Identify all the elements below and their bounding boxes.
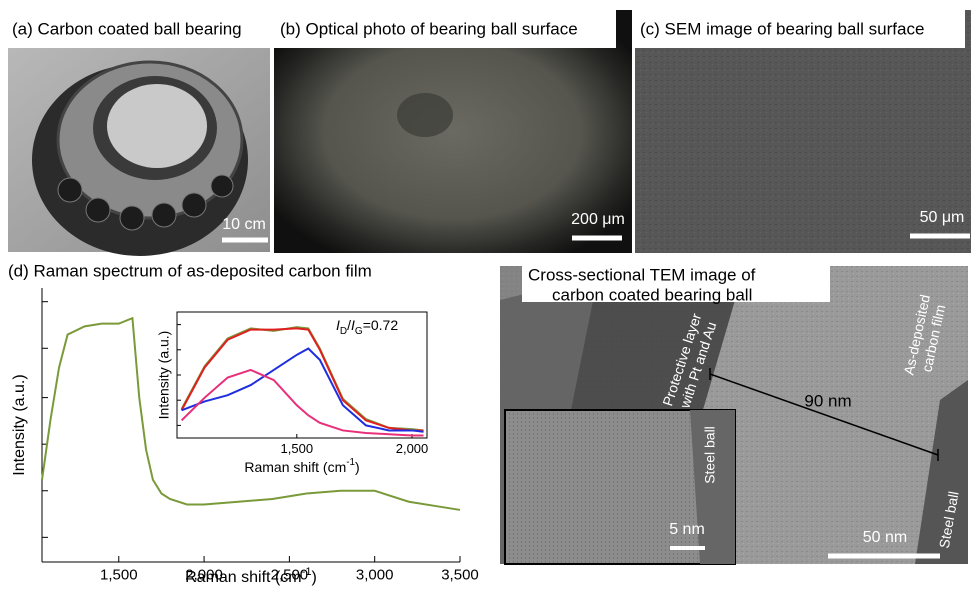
- panel-b: (b) Optical photo of bearing ball surfac…: [274, 10, 632, 253]
- label-part: -1: [346, 457, 355, 468]
- page: (a) Carbon coated ball bearing 10 cm (b)…: [0, 0, 977, 595]
- figure: (a) Carbon coated ball bearing 10 cm (b)…: [0, 0, 977, 590]
- scale-bar-label: 200 μm: [571, 211, 625, 228]
- label-part: Raman shift (cm: [185, 569, 301, 586]
- panel-e: Cross-sectional TEM image of carbon coat…: [500, 265, 968, 564]
- label-part: ): [312, 569, 317, 586]
- dark-spot: [397, 93, 453, 137]
- annotation-part: D: [340, 326, 347, 337]
- scale-bar-label: 50 nm: [863, 529, 907, 546]
- scale-bar-label: 10 cm: [222, 216, 266, 233]
- axis-label: Intensity (a.u.): [156, 331, 172, 420]
- bearing-hole: [107, 84, 207, 168]
- thickness-label: 90 nm: [804, 391, 851, 410]
- panel-c: (c) SEM image of bearing ball surface 50…: [635, 10, 971, 253]
- axis-label: Intensity (a.u.): [11, 374, 28, 475]
- panel-title: carbon coated bearing ball: [552, 285, 752, 304]
- label-part: Raman shift (cm: [244, 459, 346, 475]
- x-tick-label: 3,000: [356, 566, 394, 583]
- panel-a: (a) Carbon coated ball bearing 10 cm: [8, 10, 270, 256]
- chart-title: (d) Raman spectrum of as-deposited carbo…: [8, 261, 372, 280]
- scale-bar-label: 50 μm: [920, 209, 965, 226]
- x-tick-label: 2,000: [396, 441, 429, 456]
- x-tick-label: 1,500: [100, 566, 138, 583]
- annotation-part: =0.72: [363, 317, 399, 333]
- panel-title: (c) SEM image of bearing ball surface: [640, 19, 924, 38]
- x-tick-label: 1,500: [281, 441, 314, 456]
- axis-label: Raman shift (cm-1): [244, 457, 359, 475]
- panel-title: (b) Optical photo of bearing ball surfac…: [280, 19, 578, 38]
- label: Steel ball: [702, 426, 718, 484]
- label-part: ): [355, 459, 360, 475]
- panel-d: (d) Raman spectrum of as-deposited carbo…: [8, 261, 372, 280]
- scale-bar-label: 5 nm: [669, 521, 705, 538]
- panel-title: Cross-sectional TEM image of: [528, 265, 756, 284]
- label-part: -1: [302, 566, 312, 578]
- panel-title: (a) Carbon coated ball bearing: [12, 19, 242, 38]
- axis-label: Raman shift (cm-1): [185, 566, 317, 586]
- x-tick-label: 3,500: [441, 566, 479, 583]
